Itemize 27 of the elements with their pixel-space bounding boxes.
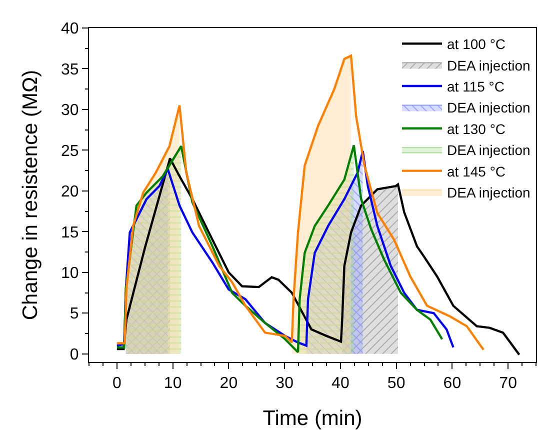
y-tick-label: 35 [61,61,79,78]
y-tick-label: 10 [61,264,79,282]
x-tick-label: 0 [112,375,122,392]
legend-label: at 145 °C [447,163,506,180]
y-tick-label: 0 [70,346,79,364]
x-tick-label: 20 [220,375,238,392]
y-tick-label: 40 [61,20,79,38]
y-tick-label: 20 [61,184,79,201]
x-axis-title: Time (min) [262,407,362,430]
y-tick-label: 15 [61,224,79,242]
x-tick-label: 70 [499,375,518,392]
x-tick-label: 40 [332,375,350,392]
x-tick-label: 60 [443,375,462,392]
legend-label: at 100 °C [447,36,506,52]
y-tick-label: 30 [61,102,79,120]
y-tick-label: 5 [70,306,79,323]
x-tick-label: 30 [276,375,294,392]
legend-label: DEA injection [447,142,530,158]
legend-label: at 130 °C [447,120,506,137]
legend-label: at 115 °C [447,78,504,94]
x-tick-label: 50 [387,375,406,392]
legend-label: DEA injection [447,184,530,200]
legend-label: DEA injection [447,100,530,116]
y-axis-title: Change in resistence (MΩ) [19,70,42,320]
y-tick-label: 25 [61,142,79,160]
legend-label: DEA injection [447,57,530,74]
x-tick-label: 10 [164,375,182,392]
